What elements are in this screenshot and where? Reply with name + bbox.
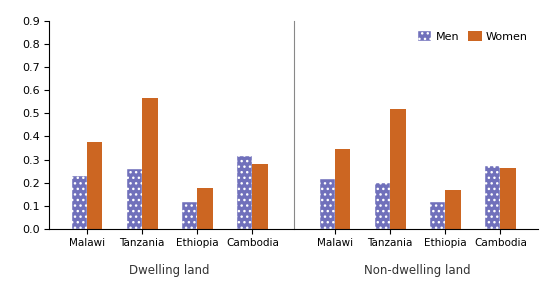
Bar xyxy=(485,166,500,229)
Text: Dwelling land: Dwelling land xyxy=(130,264,210,277)
Bar xyxy=(375,183,390,229)
Bar xyxy=(430,202,445,229)
Bar xyxy=(182,202,197,229)
Bar xyxy=(142,98,158,229)
Legend: Men, Women: Men, Women xyxy=(413,26,533,46)
Text: Non-dwelling land: Non-dwelling land xyxy=(365,264,471,277)
Bar xyxy=(127,169,142,229)
Bar xyxy=(335,149,350,229)
Bar xyxy=(390,109,406,229)
Bar xyxy=(320,179,335,229)
Bar xyxy=(87,142,103,229)
Bar xyxy=(253,164,268,229)
Bar xyxy=(237,156,253,229)
Bar xyxy=(71,176,87,229)
Bar xyxy=(445,190,461,229)
Bar xyxy=(197,188,212,229)
Bar xyxy=(500,168,516,229)
